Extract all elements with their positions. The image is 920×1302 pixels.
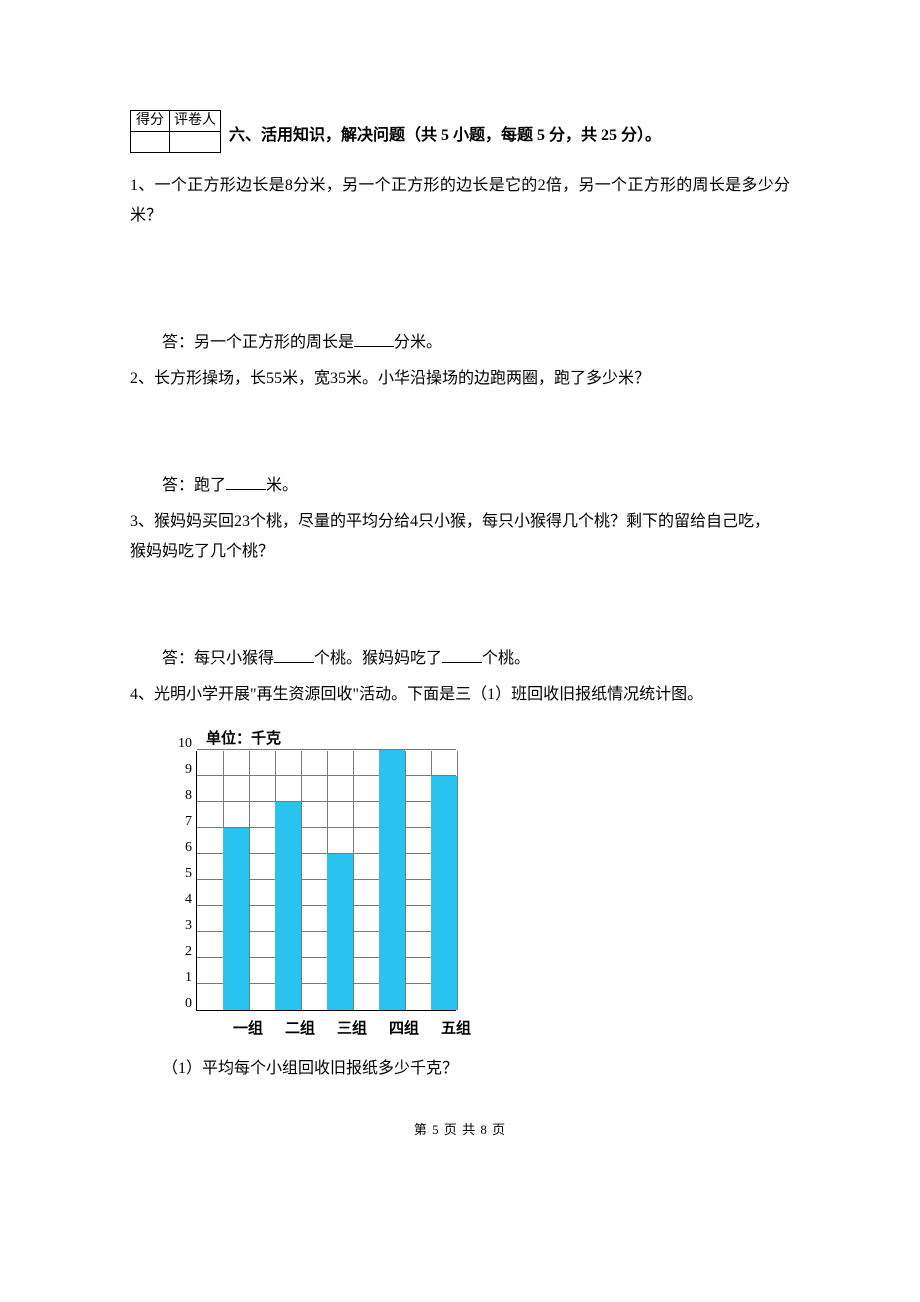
question-4-sub1: （1）平均每个小组回收旧报纸多少千克？	[130, 1054, 790, 1084]
x-tick-label: 一组	[222, 1015, 274, 1044]
gridline-vertical	[249, 751, 250, 1010]
question-2-answer-line: 答：跑了 米。	[130, 471, 790, 501]
chart-x-axis: 一组二组三组四组五组	[196, 1015, 482, 1044]
chart-body: 109876543210 一组二组三组四组五组	[170, 751, 790, 1044]
q3-blank-1[interactable]	[274, 646, 314, 663]
question-3-line2: 猴妈妈吃了几个桃？	[130, 537, 790, 567]
q3-answer-pre: 答：每只小猴得	[162, 650, 274, 667]
workspace-1	[130, 238, 790, 328]
footer-pre: 第	[414, 1122, 432, 1137]
q1-answer-post: 分米。	[394, 334, 442, 351]
grader-header-cell: 评卷人	[170, 111, 221, 132]
gridline-vertical	[353, 751, 354, 1010]
footer-current-page: 5	[432, 1122, 440, 1137]
chart-y-axis: 109876543210	[170, 751, 192, 1037]
score-grader-table: 得分 评卷人	[130, 110, 221, 153]
q2-blank[interactable]	[226, 473, 266, 490]
question-3-line1: 3、猴妈妈买回23个桃，尽量的平均分给4只小猴，每只小猴得几个桃？剩下的留给自己…	[130, 507, 790, 537]
section-title: 六、活用知识，解决问题（共 5 小题，每题 5 分，共 25 分）。	[229, 121, 661, 153]
q1-answer-pre: 答：另一个正方形的周长是	[162, 334, 354, 351]
gridline-vertical	[301, 751, 302, 1010]
chart-grid	[196, 751, 456, 1011]
page-footer: 第 5 页 共 8 页	[130, 1118, 790, 1143]
q3-answer-mid: 个桃。猴妈妈吃了	[314, 650, 442, 667]
y-tick-label: 0	[170, 1004, 192, 1030]
chart-bar	[223, 828, 249, 1010]
score-value-cell[interactable]	[131, 132, 170, 153]
page: 得分 评卷人 六、活用知识，解决问题（共 5 小题，每题 5 分，共 25 分）…	[0, 0, 920, 1183]
q3-blank-2[interactable]	[442, 646, 482, 663]
question-1-text: 1、一个正方形边长是8分米，另一个正方形的边长是它的2倍，另一个正方形的周长是多…	[130, 171, 790, 232]
footer-post: 页	[488, 1122, 506, 1137]
q2-answer-pre: 答：跑了	[162, 477, 226, 494]
grader-value-cell[interactable]	[170, 132, 221, 153]
question-4-text: 4、光明小学开展"再生资源回收"活动。下面是三（1）班回收旧报纸情况统计图。	[130, 680, 790, 710]
gridline-horizontal	[197, 749, 456, 750]
gridline-vertical	[405, 751, 406, 1010]
question-1-answer-line: 答：另一个正方形的周长是 分米。	[130, 328, 790, 358]
question-2-text: 2、长方形操场，长55米，宽35米。小华沿操场的边跑两圈，跑了多少米？	[130, 364, 790, 394]
x-tick-label: 四组	[378, 1015, 430, 1044]
q3-answer-post: 个桃。	[482, 650, 530, 667]
score-header-cell: 得分	[131, 111, 170, 132]
q2-answer-post: 米。	[266, 477, 298, 494]
chart-bar	[275, 802, 301, 1010]
chart-bar	[431, 776, 457, 1010]
q1-blank[interactable]	[354, 330, 394, 347]
chart-bar	[327, 854, 353, 1010]
chart-bar	[379, 750, 405, 1010]
footer-total-pages: 8	[480, 1122, 488, 1137]
workspace-2	[130, 401, 790, 471]
question-3-answer-line: 答：每只小猴得 个桃。猴妈妈吃了 个桃。	[130, 644, 790, 674]
section-header-row: 得分 评卷人 六、活用知识，解决问题（共 5 小题，每题 5 分，共 25 分）…	[130, 110, 790, 153]
gridline-vertical	[457, 751, 458, 1010]
footer-mid: 页 共	[440, 1122, 481, 1137]
x-tick-label: 二组	[274, 1015, 326, 1044]
workspace-3	[130, 574, 790, 644]
x-tick-label: 三组	[326, 1015, 378, 1044]
bar-chart: 单位：千克 109876543210 一组二组三组四组五组	[170, 725, 790, 1044]
x-tick-label: 五组	[430, 1015, 482, 1044]
